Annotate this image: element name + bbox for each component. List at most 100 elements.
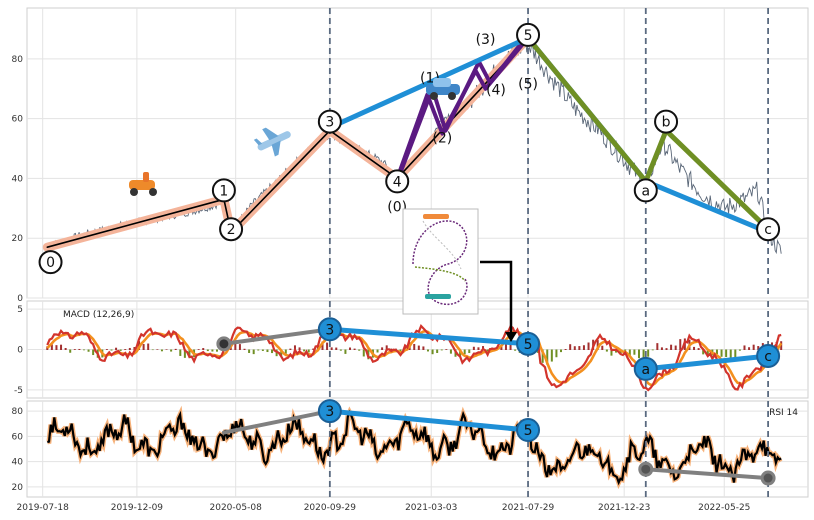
macd-histogram-bar — [266, 349, 269, 353]
macd-histogram-bar — [64, 347, 67, 350]
macd-histogram-bar — [151, 349, 154, 351]
x-tick-label: 2019-07-18 — [17, 503, 70, 513]
macd-histogram-bar — [142, 344, 145, 350]
macd-histogram-bar — [720, 349, 723, 357]
macd-histogram-bar — [560, 349, 563, 353]
macd-histogram-bar — [119, 349, 122, 351]
x-tick-label: 2021-07-29 — [502, 503, 555, 513]
macd-title: MACD (12,26,9) — [63, 310, 134, 320]
wave-diagram-inset — [402, 208, 479, 315]
rsi-grey-trend-point — [638, 461, 654, 477]
macd-histogram-bar — [679, 339, 682, 350]
wave-point-4-circle — [385, 169, 410, 194]
macd-histogram-bar — [486, 349, 489, 353]
x-tick-label: 2022-05-25 — [698, 503, 750, 513]
macd-histogram-bar — [670, 344, 673, 350]
rsi-grey-trend-2 — [643, 467, 771, 481]
rsi-y-tick-label: 80 — [12, 407, 24, 417]
macd-histogram-bar — [674, 345, 677, 350]
macd-histogram-bar — [252, 349, 255, 355]
macd-histogram-bar — [298, 347, 301, 350]
rsi-point-5-circle — [516, 418, 541, 443]
price-y-tick-label: 40 — [12, 174, 24, 184]
macd-histogram-bar — [569, 344, 572, 350]
macd-histogram-bar — [271, 349, 274, 354]
macd-histogram-bar — [133, 347, 136, 350]
macd-histogram-bar — [541, 349, 544, 363]
sub-wave-label: (2) — [432, 131, 452, 147]
macd-histogram-bar — [335, 347, 338, 350]
macd-histogram-bar — [440, 349, 443, 351]
macd-histogram-bar — [656, 343, 659, 350]
macd-point-5-circle — [516, 331, 541, 356]
macd-histogram-bar — [160, 349, 163, 352]
macd-histogram-bar — [477, 347, 480, 350]
rsi-grey-trend-point — [760, 470, 776, 486]
wave-point-0-label: 0 — [46, 255, 55, 271]
macd-histogram-bar — [706, 349, 709, 357]
macd-histogram-bar — [468, 349, 471, 354]
wave-point-b-label: b — [662, 115, 671, 131]
macd-histogram-bar — [376, 349, 379, 353]
sub-wave-label: (4) — [486, 83, 506, 99]
macd-histogram-bar — [504, 341, 507, 350]
macd-histogram-bar — [238, 344, 241, 350]
car-icon — [426, 78, 460, 100]
macd-histogram-bar — [206, 349, 209, 352]
macd-blue-trend-1 — [327, 326, 531, 347]
macd-histogram-bar — [82, 349, 85, 351]
sub-wave-label: (3) — [476, 32, 496, 48]
macd-histogram-bar — [284, 349, 287, 354]
macd-histogram-bar — [601, 345, 604, 350]
wave-point-a-label: a — [641, 183, 650, 199]
macd-histogram-bar — [261, 349, 264, 351]
rsi-blue-trend — [327, 408, 531, 433]
inset-pointer-arrowhead — [505, 332, 517, 342]
macd-histogram-bar — [642, 349, 645, 361]
scooter-icon — [129, 172, 157, 196]
macd-histogram-bar — [362, 349, 365, 357]
macd-histogram-bar — [353, 348, 356, 350]
macd-point-c-label: c — [764, 349, 772, 365]
macd-histogram-bar — [509, 341, 512, 350]
macd-histogram-bar — [628, 349, 631, 356]
macd-histogram-bar — [514, 349, 517, 351]
macd-histogram-bar — [610, 349, 613, 356]
macd-histogram-bar — [321, 341, 324, 350]
macd-histogram-bar — [128, 347, 131, 350]
wave-point-2-circle — [219, 217, 244, 242]
macd-histogram-bar — [578, 346, 581, 350]
rsi-y-tick-label: 60 — [12, 432, 24, 442]
wave-point-a-circle — [633, 178, 658, 203]
macd-histogram-bar — [725, 349, 728, 358]
macd-histogram-bar — [234, 340, 237, 350]
macd-histogram-bar — [413, 343, 416, 350]
macd-histogram-bar — [381, 347, 384, 350]
macd-y-tick-label: -5 — [14, 386, 23, 396]
macd-histogram-bar — [174, 348, 177, 350]
macd-histogram-bar — [555, 349, 558, 358]
macd-histogram-bar — [459, 349, 462, 357]
macd-histogram-bar — [472, 346, 475, 350]
wave-point-5-label: 5 — [524, 28, 533, 44]
macd-y-tick-label: 5 — [17, 305, 23, 315]
macd-panel: -5 0 5 MACD (12,26,9) 3 5 a c — [14, 300, 809, 399]
macd-histogram-bar — [436, 349, 439, 353]
x-tick-label: 2020-09-29 — [304, 503, 357, 513]
macd-histogram-bar — [55, 345, 58, 350]
rsi-panel: 20 40 60 80 RSI 14 3 5 — [12, 399, 809, 498]
macd-point-3-label: 3 — [325, 322, 334, 338]
macd-histogram-bar — [293, 345, 296, 350]
macd-histogram-bar — [92, 349, 95, 356]
wave-point-5-circle — [516, 22, 541, 47]
macd-histogram-bar — [312, 348, 315, 350]
macd-histogram-bar — [124, 349, 127, 350]
macd-histogram-bar — [211, 349, 214, 352]
macd-histogram-bar — [179, 349, 182, 356]
macd-histogram-bar — [697, 348, 700, 350]
wave-point-3-label: 3 — [325, 115, 334, 131]
macd-histogram-bar — [587, 342, 590, 350]
green-correction-line — [525, 35, 771, 232]
macd-histogram-bar — [752, 344, 755, 350]
